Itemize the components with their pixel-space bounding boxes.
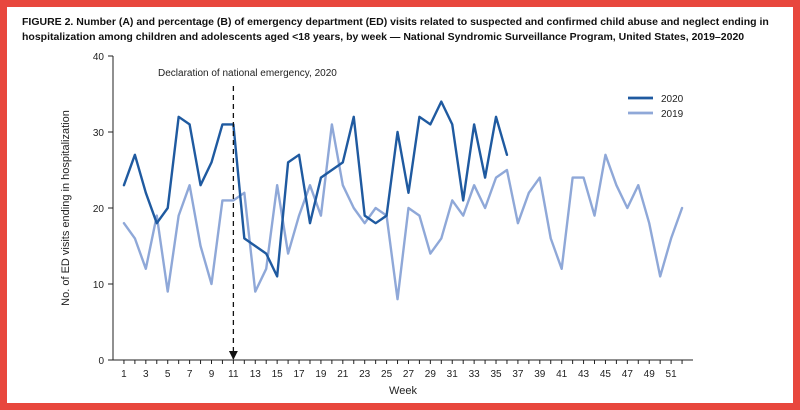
y-axis-title: No. of ED visits ending in hospitalizati… [60,110,72,306]
x-tick-label: 31 [447,369,459,380]
x-tick-label: 29 [425,369,437,380]
x-tick-label: 7 [187,369,193,380]
legend-label-2019: 2019 [661,109,684,120]
x-tick-label: 43 [578,369,590,380]
x-tick-label: 23 [359,369,371,380]
x-tick-label: 49 [644,369,656,380]
x-tick-label: 45 [600,369,612,380]
x-tick-label: 35 [490,369,502,380]
x-tick-label: 13 [250,369,262,380]
x-tick-label: 47 [622,369,634,380]
x-tick-label: 3 [143,369,149,380]
series-line-2019 [122,123,684,301]
x-tick-label: 25 [381,369,393,380]
legend: 2020 2019 [628,94,684,120]
y-tick-label: 30 [93,128,105,139]
x-tick-label: 5 [165,369,171,380]
x-axis-title: Week [389,385,417,397]
y-tick-label: 10 [93,280,105,291]
x-tick-label: 39 [534,369,546,380]
y-tick-label: 40 [93,52,105,63]
x-tick-label: 41 [556,369,568,380]
x-tick-label: 17 [293,369,305,380]
x-tick-label: 1 [121,369,127,380]
x-tick-label: 11 [228,369,239,380]
x-tick-label: 27 [403,369,415,380]
legend-label-2020: 2020 [661,94,684,105]
x-tick-label: 19 [315,369,327,380]
x-tick-label: 37 [512,369,524,380]
x-tick-label: 15 [272,369,284,380]
x-tick-label: 33 [469,369,481,380]
y-tick-label: 0 [98,356,104,367]
x-tick-label: 21 [337,369,349,380]
figure-title: FIGURE 2. Number (A) and percentage (B) … [22,16,769,43]
x-tick-label: 9 [209,369,215,380]
x-tick-label: 51 [666,369,678,380]
y-tick-label: 20 [93,204,105,215]
series-line-2020 [122,100,509,278]
annotation-label: Declaration of national emergency, 2020 [158,68,337,79]
